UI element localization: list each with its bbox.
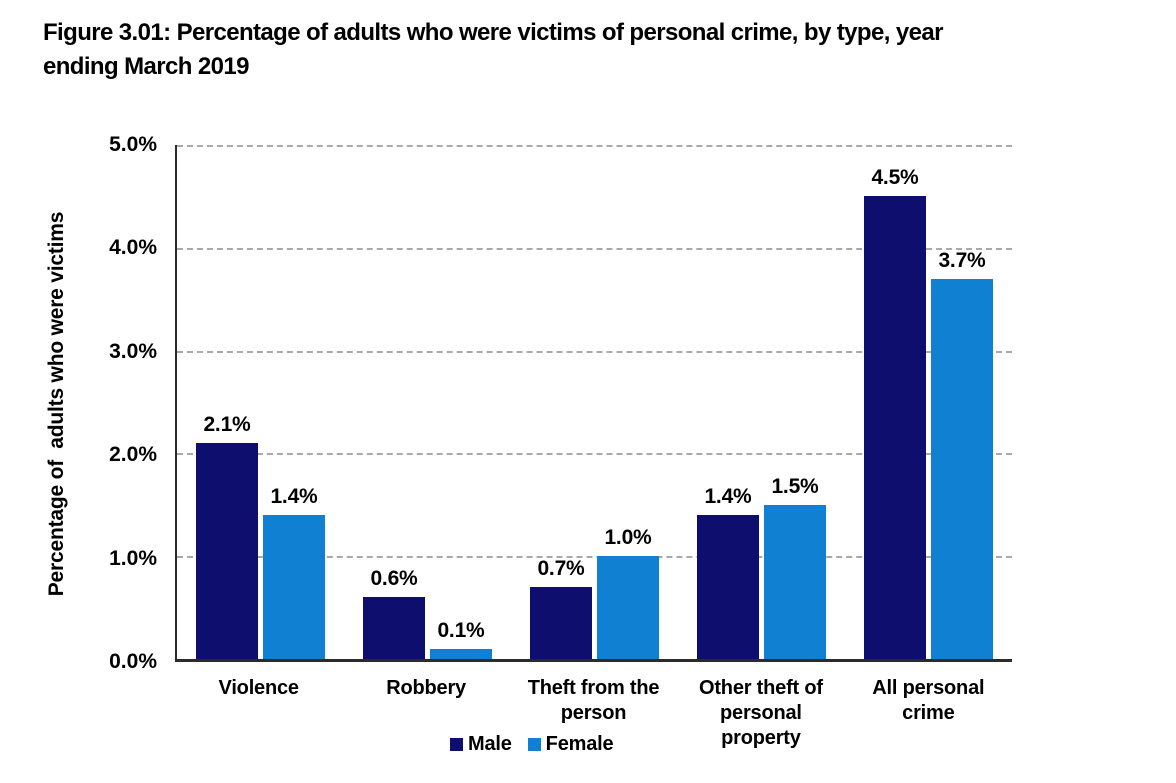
gridline-1 (177, 556, 1012, 559)
bar-wrap-female-other-theft-of-personal-property: 1.5% (764, 145, 826, 659)
x-axis-label-violence: Violence (175, 676, 342, 751)
legend-label-male: Male (468, 733, 512, 755)
bar-wrap-female-violence: 1.4% (263, 145, 325, 659)
gridline-5 (177, 145, 1012, 147)
x-axis-label-line: Violence (218, 677, 299, 699)
bar-group-robbery: 0.6% 0.1% (344, 145, 511, 659)
bar-wrap-male-theft-from-the-person: 0.7% (530, 145, 592, 659)
value-label-female-other-theft-of-personal-property: 1.5% (771, 474, 819, 498)
bar-group-violence: 2.1% 1.4% (177, 145, 344, 659)
x-axis-label-line: person (560, 702, 627, 724)
legend: Male Female (450, 733, 614, 756)
bar-groups: 2.1% 1.4% 0.6% 0.1% 0.7% 1.0% 1.4% 1.5% 4.5% 3.7% (177, 145, 1012, 659)
y-tick-label-2: 2.0% (109, 443, 157, 467)
bar-wrap-male-robbery: 0.6% (363, 145, 425, 659)
chart-title: Figure 3.01: Percentage of adults who we… (43, 16, 943, 84)
chart-title-line-2: ending March 2019 (43, 53, 249, 80)
x-axis-label-all-personal-crime: All personal crime (845, 676, 1012, 751)
gridline-2 (177, 453, 1012, 456)
x-axis-label-line: crime (902, 702, 955, 724)
x-axis-label-line: All personal (872, 677, 985, 699)
y-tick-label-3: 3.0% (109, 339, 157, 363)
bar-wrap-female-all-personal-crime: 3.7% (931, 145, 993, 659)
value-label-female-violence: 1.4% (270, 485, 318, 509)
value-label-male-robbery: 0.6% (370, 567, 418, 591)
x-axis-label-line: Theft from the (527, 677, 660, 699)
value-label-female-theft-from-the-person: 1.0% (604, 526, 652, 550)
legend-swatch-female-icon (527, 738, 541, 751)
bar-group-other-theft-of-personal-property: 1.4% 1.5% (678, 145, 845, 659)
value-label-male-violence: 2.1% (203, 413, 251, 437)
y-tick-label-4: 4.0% (109, 236, 157, 260)
gridline-4 (177, 247, 1012, 250)
bar-wrap-male-other-theft-of-personal-property: 1.4% (697, 145, 759, 659)
bar-male-all-personal-crime (864, 196, 926, 659)
bar-female-other-theft-of-personal-property (764, 504, 826, 659)
bar-male-theft-from-the-person (530, 587, 592, 659)
bar-wrap-female-robbery: 0.1% (430, 145, 492, 659)
bar-male-other-theft-of-personal-property (697, 515, 759, 659)
bar-male-robbery (363, 597, 425, 659)
value-label-male-other-theft-of-personal-property: 1.4% (704, 485, 752, 509)
legend-label-female: Female (545, 733, 614, 755)
bar-female-all-personal-crime (931, 278, 993, 659)
y-tick-label-5: 5.0% (109, 133, 157, 156)
legend-item-male: Male (450, 733, 512, 756)
gridline-3 (177, 350, 1012, 353)
x-axis-labels: Violence Robbery Theft from the person Other… (175, 676, 1012, 751)
legend-item-female: Female (527, 733, 614, 756)
bar-female-theft-from-the-person (597, 556, 659, 659)
value-label-male-all-personal-crime: 4.5% (871, 166, 919, 190)
x-axis-label-line: Other theft of (698, 677, 823, 699)
value-label-male-theft-from-the-person: 0.7% (537, 557, 585, 581)
bar-wrap-female-theft-from-the-person: 1.0% (597, 145, 659, 659)
x-axis-label-line: property (721, 727, 801, 749)
bar-wrap-male-violence: 2.1% (196, 145, 258, 659)
chart-title-line-1: Figure 3.01: Percentage of adults who we… (43, 19, 943, 46)
bar-male-violence (196, 443, 258, 659)
value-label-female-robbery: 0.1% (437, 618, 485, 642)
x-axis-label-robbery: Robbery (342, 676, 509, 751)
x-axis-label-other-theft-of-personal-property: Other theft of personal property (677, 676, 844, 751)
bar-wrap-male-all-personal-crime: 4.5% (864, 145, 926, 659)
x-axis-label-theft-from-the-person: Theft from the person (510, 676, 677, 751)
x-axis-label-line: personal (720, 702, 802, 724)
chart-plot: 2.1% 1.4% 0.6% 0.1% 0.7% 1.0% 1.4% 1.5% 4.5% 3.7% (175, 145, 1012, 662)
bar-group-all-personal-crime: 4.5% 3.7% (845, 145, 1012, 659)
bar-group-theft-from-the-person: 0.7% 1.0% (511, 145, 678, 659)
bar-female-violence (263, 515, 325, 659)
y-axis-ticks: 5.0% 4.0% 3.0% 2.0% 1.0% 0.0% (30, 133, 157, 673)
y-tick-label-0: 0.0% (109, 650, 157, 673)
value-label-female-all-personal-crime: 3.7% (938, 248, 986, 272)
legend-swatch-male-icon (450, 738, 463, 751)
x-axis-label-line: Robbery (386, 677, 466, 699)
y-tick-label-1: 1.0% (109, 546, 157, 570)
bar-female-robbery (430, 648, 492, 659)
